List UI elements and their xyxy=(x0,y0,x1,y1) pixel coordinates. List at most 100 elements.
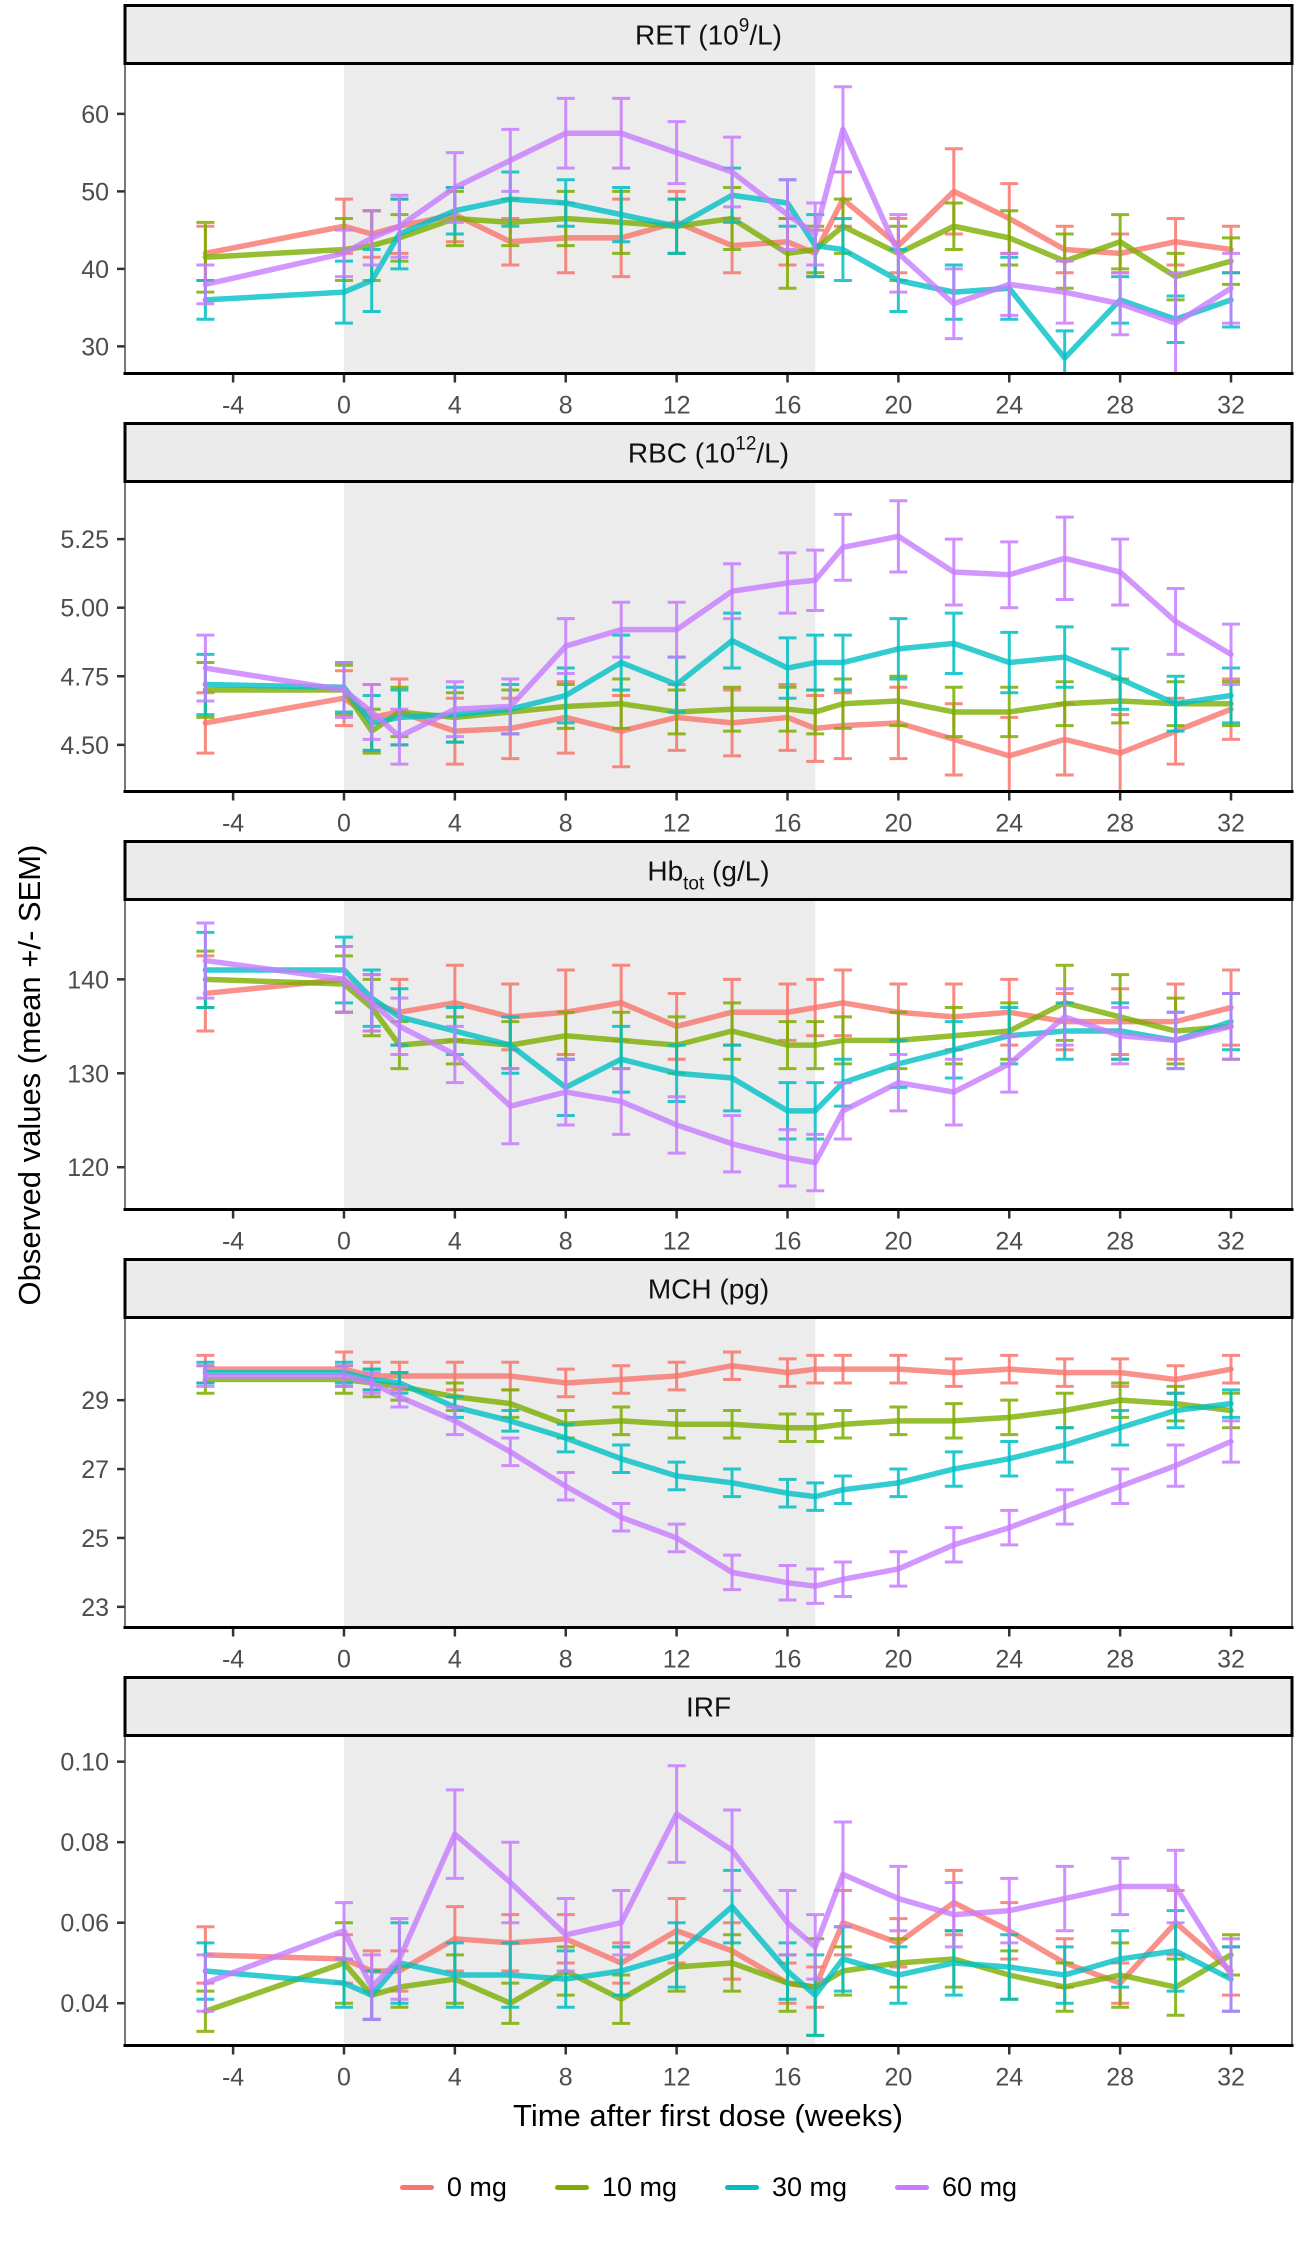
x-tick-label: 16 xyxy=(774,810,802,838)
series-line xyxy=(202,1362,1234,1386)
panel-title: RBC (1012/L) xyxy=(628,434,789,469)
y-tick-label: 140 xyxy=(67,966,109,994)
legend-label: 0 mg xyxy=(446,2172,507,2202)
panel-title: Hbtot (g/L) xyxy=(647,856,769,895)
y-tick-label: 23 xyxy=(81,1594,109,1622)
x-tick-label: -4 xyxy=(222,1646,244,1674)
x-axis-title: Time after first dose (weeks) xyxy=(513,2098,903,2133)
legend-label: 60 mg xyxy=(942,2172,1018,2202)
series-line xyxy=(202,687,1234,734)
x-tick-label: 28 xyxy=(1106,1228,1134,1256)
series-layer xyxy=(196,921,1241,1193)
y-tick-label: 4.50 xyxy=(60,732,109,760)
series-layer xyxy=(196,1764,1241,2037)
x-tick-label: 8 xyxy=(559,392,573,420)
legend-item-0-mg: 0 mg xyxy=(399,2172,507,2203)
series-line xyxy=(202,188,1234,257)
x-tick-label: 16 xyxy=(774,2064,802,2092)
panel-strip xyxy=(123,1676,1294,1737)
treatment-period-shading xyxy=(343,1317,816,1628)
x-tick-label: 20 xyxy=(884,2064,912,2092)
x-tick-label: 4 xyxy=(448,1646,462,1674)
panel-strip xyxy=(123,840,1294,901)
series-line xyxy=(202,976,1234,1048)
x-tick-label: 32 xyxy=(1217,810,1245,838)
series-line xyxy=(202,967,1234,1114)
y-tick-label: 0.04 xyxy=(60,1990,109,2018)
series-60-mg xyxy=(196,921,1241,1193)
x-tick-label: 8 xyxy=(559,2064,573,2092)
x-tick-label: 0 xyxy=(337,2064,351,2092)
legend: 0 mg 10 mg 30 mg 60 mg xyxy=(125,2172,1292,2203)
treatment-period-shading xyxy=(343,1735,816,2046)
series-line xyxy=(202,215,1234,280)
x-tick-label: -4 xyxy=(222,810,244,838)
x-tick-label: 32 xyxy=(1217,1228,1245,1256)
x-tick-label: 16 xyxy=(774,392,802,420)
x-tick-label: 12 xyxy=(663,392,691,420)
series-line xyxy=(202,533,1234,740)
x-tick-label: 16 xyxy=(774,1646,802,1674)
legend-swatch xyxy=(895,2185,930,2190)
series-layer xyxy=(196,1350,1241,1605)
x-tick-label: 8 xyxy=(559,1228,573,1256)
legend-swatch xyxy=(554,2185,589,2190)
x-tick-label: 24 xyxy=(995,1646,1023,1674)
x-tick-label: 28 xyxy=(1106,2064,1134,2092)
x-tick-label: 28 xyxy=(1106,1646,1134,1674)
x-tick-label: 4 xyxy=(448,810,462,838)
x-tick-label: 20 xyxy=(884,1646,912,1674)
legend-item-60-mg: 60 mg xyxy=(895,2172,1017,2203)
y-tick-label: 5.25 xyxy=(60,526,109,554)
series-line xyxy=(202,1369,1234,1500)
legend-label: 10 mg xyxy=(601,2172,677,2202)
x-tick-label: 28 xyxy=(1106,810,1134,838)
series-line xyxy=(202,192,1234,361)
x-tick-label: 24 xyxy=(995,392,1023,420)
x-tick-label: 12 xyxy=(663,810,691,838)
treatment-period-shading xyxy=(343,481,816,792)
y-tick-label: 50 xyxy=(81,178,109,206)
series-layer xyxy=(196,85,1241,374)
panel-irf: IRF 0.04 0.06 0.08 0.10 -4 0 4 8 12 16 20 24 28 32 xyxy=(60,1676,1294,2092)
y-tick-label: 30 xyxy=(81,333,109,361)
x-tick-label: 8 xyxy=(559,1646,573,1674)
x-tick-label: -4 xyxy=(222,1228,244,1256)
x-tick-label: 4 xyxy=(448,2064,462,2092)
x-tick-label: 0 xyxy=(337,810,351,838)
panel-title: RET (109/L) xyxy=(635,16,782,51)
x-tick-label: 4 xyxy=(448,1228,462,1256)
y-tick-label: 5.00 xyxy=(60,595,109,623)
x-tick-label: 0 xyxy=(337,1646,351,1674)
x-tick-label: 32 xyxy=(1217,1646,1245,1674)
treatment-period-shading xyxy=(343,899,816,1210)
y-tick-label: 0.10 xyxy=(60,1749,109,1777)
series-line xyxy=(202,1811,1234,1990)
x-tick-label: 12 xyxy=(663,1228,691,1256)
series-line xyxy=(202,1903,1234,1998)
panel-ret: RET (109/L) 30 40 50 60 -4 0 4 8 12 16 20 24 28 32 xyxy=(81,4,1294,420)
panel-title: IRF xyxy=(686,1692,731,1723)
series-60-mg xyxy=(196,499,1241,766)
panel-hb-tot: Hbtot (g/L) 120 130 140 -4 0 4 8 12 16 20 24 28 32 xyxy=(67,840,1294,1256)
series-60-mg xyxy=(196,85,1241,374)
legend-item-30-mg: 30 mg xyxy=(724,2172,847,2203)
legend-swatch xyxy=(399,2185,434,2190)
series-30-mg xyxy=(196,1360,1241,1512)
series-0-mg xyxy=(196,1350,1241,1399)
y-tick-label: 27 xyxy=(81,1456,109,1484)
series-60-mg xyxy=(196,1764,1241,2021)
x-tick-label: 28 xyxy=(1106,392,1134,420)
y-tick-label: 29 xyxy=(81,1387,109,1415)
x-tick-label: 12 xyxy=(663,1646,691,1674)
y-tick-label: 120 xyxy=(67,1154,109,1182)
legend-item-10-mg: 10 mg xyxy=(554,2172,677,2203)
series-line xyxy=(202,976,1234,1030)
series-line xyxy=(202,637,1234,726)
x-tick-label: 32 xyxy=(1217,2064,1245,2092)
series-60-mg xyxy=(196,1364,1241,1605)
x-tick-label: 0 xyxy=(337,1228,351,1256)
x-tick-label: 20 xyxy=(884,1228,912,1256)
x-tick-label: 20 xyxy=(884,810,912,838)
series-line xyxy=(202,1952,1234,2015)
